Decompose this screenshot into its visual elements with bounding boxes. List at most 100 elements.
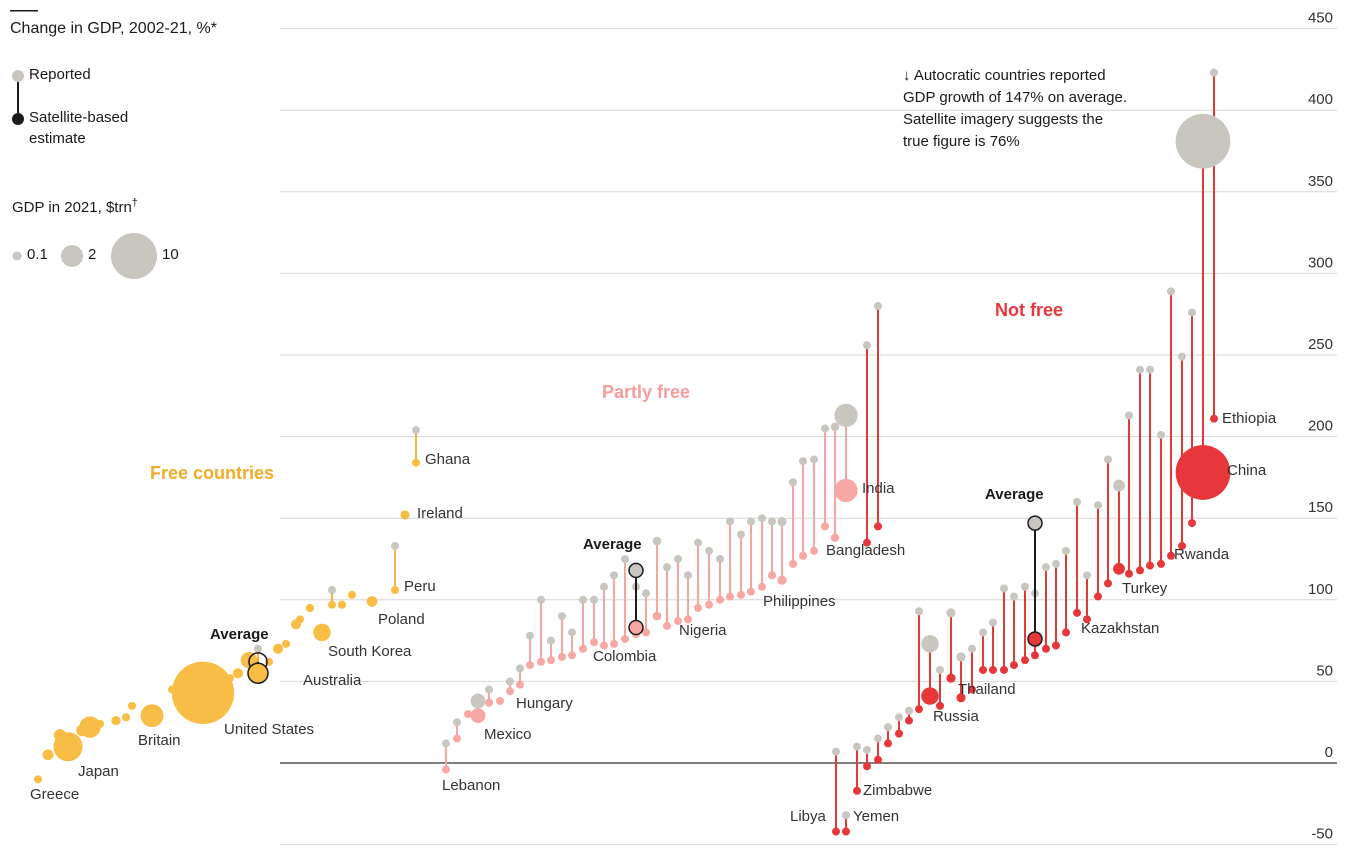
estimate-dot — [111, 715, 121, 726]
gridlines — [280, 28, 1337, 846]
reported-dot — [1125, 411, 1133, 420]
country-label: Britain — [138, 732, 181, 749]
country-label: Mexico — [484, 726, 532, 743]
estimate-dot — [600, 641, 608, 650]
reported-dot — [737, 530, 745, 539]
estimate-dot — [874, 522, 882, 531]
reported-dot — [254, 644, 262, 653]
estimate-dot — [485, 698, 493, 707]
estimate-dot — [1052, 641, 1060, 650]
estimate-dot — [747, 587, 755, 596]
reported-dot — [863, 745, 871, 754]
reported-dot — [956, 652, 966, 662]
reported-dot — [874, 734, 882, 743]
reported-dot — [905, 706, 913, 715]
estimate-dot — [921, 687, 939, 705]
reported-dot — [915, 607, 923, 616]
reported-dot — [979, 628, 987, 637]
reported-dot — [1167, 287, 1175, 296]
y-tick-label: 300 — [1308, 254, 1333, 271]
estimate-dot — [674, 617, 682, 626]
legend-estimate-label-1: Satellite-based — [29, 109, 128, 126]
estimate-dot — [1125, 569, 1133, 578]
country-label: Kazakhstan — [1081, 620, 1159, 637]
reported-dot — [830, 422, 840, 432]
reported-dot — [1021, 582, 1029, 591]
estimate-dot — [464, 710, 472, 719]
estimate-dot — [842, 827, 850, 836]
reported-dot — [810, 455, 818, 464]
estimate-dot — [1188, 519, 1196, 528]
country-label: India — [862, 480, 895, 497]
estimate-dot — [470, 708, 486, 724]
reported-dot — [832, 747, 840, 756]
estimate-dot — [1104, 579, 1112, 588]
reported-dot — [758, 514, 766, 523]
country-label: Poland — [378, 611, 425, 628]
average-estimate-dot — [247, 662, 269, 684]
estimate-dot — [496, 696, 504, 705]
country-label: South Korea — [328, 643, 412, 660]
reported-dot — [558, 612, 566, 621]
reported-dot — [968, 644, 976, 653]
estimate-dot — [232, 668, 244, 679]
estimate-dot — [305, 603, 315, 613]
annotation-line-1: ↓ Autocratic countries reported — [903, 67, 1106, 84]
country-label: Australia — [303, 672, 362, 689]
estimate-dot — [716, 595, 724, 604]
reported-dot — [799, 457, 807, 466]
estimate-dot — [936, 701, 944, 710]
reported-dot — [834, 403, 858, 428]
estimate-dot — [642, 628, 650, 637]
country-label: Ethiopia — [1222, 410, 1277, 427]
estimate-dot — [832, 827, 840, 836]
reported-dot — [895, 713, 903, 722]
legend-size-large-label: 10 — [162, 246, 179, 263]
average-reported-dot — [1027, 515, 1043, 531]
y-tick-label: 400 — [1308, 91, 1333, 108]
reported-dot — [516, 664, 524, 673]
reported-dot — [642, 589, 650, 598]
estimate-dot — [863, 762, 871, 771]
country-label: Yemen — [853, 808, 899, 825]
reported-dot — [328, 586, 336, 595]
estimate-dot — [821, 522, 829, 531]
reported-dot — [526, 631, 534, 640]
reported-dot — [716, 555, 724, 563]
reported-dot — [621, 555, 629, 563]
reported-dot — [821, 424, 829, 433]
annotation-line-3: Satellite imagery suggests the — [903, 111, 1103, 128]
estimate-dot — [171, 661, 235, 724]
estimate-dot — [799, 551, 807, 560]
estimate-dot — [558, 652, 566, 661]
country-label: Peru — [404, 578, 436, 595]
country-label: Greece — [30, 786, 79, 803]
estimate-dot — [1042, 644, 1050, 653]
estimate-dot — [684, 615, 692, 624]
reported-dot — [767, 517, 777, 526]
country-label: Russia — [933, 708, 980, 725]
reported-dot — [1157, 430, 1165, 439]
reported-dot — [1188, 308, 1196, 317]
estimate-dot — [391, 586, 399, 595]
estimate-dot — [610, 639, 618, 648]
estimate-dot — [1113, 562, 1125, 575]
estimate-dot — [140, 704, 164, 728]
estimate-dot — [1146, 561, 1154, 570]
y-tick-label: 200 — [1308, 418, 1333, 435]
reported-dot — [1052, 559, 1060, 568]
data-marks — [34, 68, 1231, 836]
country-label: Zimbabwe — [863, 782, 932, 799]
estimate-dot — [663, 621, 671, 630]
estimate-dot — [1136, 566, 1144, 575]
reported-dot — [989, 618, 997, 627]
reported-dot — [1175, 113, 1231, 169]
estimate-dot — [1210, 414, 1218, 423]
estimate-dot — [42, 749, 54, 761]
reported-dot — [485, 685, 493, 694]
legend-reported-label: Reported — [29, 66, 91, 83]
reported-dot — [874, 302, 882, 311]
group-label-notfree: Not free — [995, 300, 1063, 320]
estimate-dot — [348, 590, 356, 599]
